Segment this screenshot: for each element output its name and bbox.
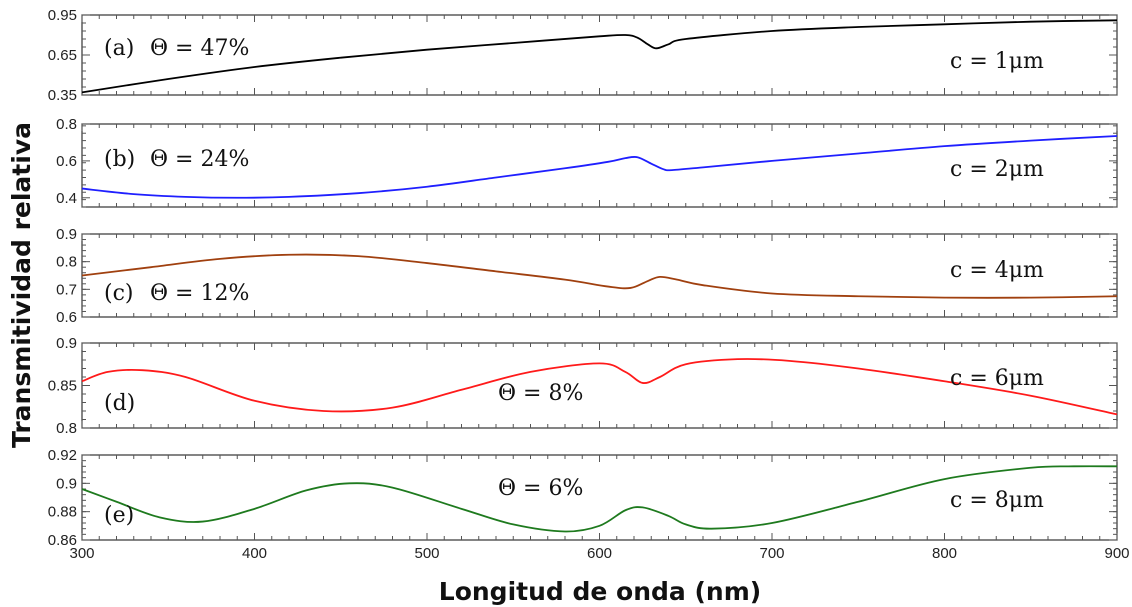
y-tick-label: 0.92 — [48, 447, 77, 464]
y-tick-label: 0.35 — [48, 87, 77, 104]
y-axis-title: Transmitividad relativa — [7, 122, 36, 448]
panel-d: 0.8 0.85 0.9 (d) Θ = 8% c = 6μm — [48, 335, 1118, 437]
panel-label: (d) — [104, 391, 135, 416]
panel-label: (e) — [104, 503, 134, 528]
y-tick-label: 0.7 — [56, 281, 77, 298]
x-tick-label: 700 — [759, 545, 784, 562]
panel-e: 0.86 0.88 0.9 0.92 (e) Θ = 6% c = 8μm — [48, 447, 1118, 549]
panels: 0.35 0.65 0.95 (a) Θ = 47% c = 1μm 0.4 0.6 0.8 (b… — [48, 7, 1118, 549]
panel-label: (c) — [104, 281, 134, 306]
theta-label: Θ = 12% — [150, 281, 249, 306]
panel-a: 0.35 0.65 0.95 (a) Θ = 47% c = 1μm — [48, 7, 1118, 104]
x-tick-label: 800 — [932, 545, 957, 562]
series-line-d — [81, 358, 1118, 416]
y-tick-label: 0.9 — [56, 226, 77, 243]
series-line-e — [81, 465, 1118, 533]
y-tick-label: 0.6 — [56, 309, 77, 326]
x-tick-label: 900 — [1104, 545, 1129, 562]
panel-b: 0.4 0.6 0.8 (b) Θ = 24% c = 2μm — [56, 116, 1118, 208]
panel-label: (a) — [104, 36, 134, 61]
x-axis: 300 400 500 600 700 800 900 — [69, 545, 1129, 562]
c-label: c = 4μm — [950, 258, 1044, 283]
c-label: c = 1μm — [950, 49, 1044, 74]
theta-label: Θ = 47% — [150, 36, 249, 61]
y-tick-label: 0.86 — [48, 532, 77, 549]
y-tick-label: 0.9 — [56, 335, 77, 352]
panel-c: 0.6 0.7 0.8 0.9 (c) Θ = 12% c = 4μm — [56, 226, 1118, 326]
y-tick-label: 0.85 — [48, 378, 77, 395]
y-tick-label: 0.6 — [56, 153, 77, 170]
y-tick-label: 0.9 — [56, 475, 77, 492]
theta-label: Θ = 8% — [498, 381, 583, 406]
x-axis-title: Longitud de onda (nm) — [439, 577, 761, 606]
x-tick-label: 300 — [69, 545, 94, 562]
c-label: c = 2μm — [950, 157, 1044, 182]
x-tick-label: 600 — [587, 545, 612, 562]
y-tick-label: 0.88 — [48, 504, 77, 521]
y-tick-label: 0.8 — [56, 116, 77, 133]
c-label: c = 6μm — [950, 366, 1044, 391]
series-line-c — [81, 253, 1118, 299]
series-line-a — [81, 19, 1118, 94]
c-label: c = 8μm — [950, 488, 1044, 513]
theta-label: Θ = 6% — [498, 476, 583, 501]
y-tick-label: 0.95 — [48, 7, 77, 24]
y-tick-label: 0.4 — [56, 190, 77, 207]
y-tick-label: 0.8 — [56, 420, 77, 437]
y-tick-label: 0.65 — [48, 47, 77, 64]
theta-label: Θ = 24% — [150, 147, 249, 172]
x-tick-label: 500 — [414, 545, 439, 562]
series-line-b — [81, 135, 1118, 199]
y-tick-label: 0.8 — [56, 254, 77, 271]
panel-label: (b) — [104, 147, 135, 172]
x-tick-label: 400 — [242, 545, 267, 562]
